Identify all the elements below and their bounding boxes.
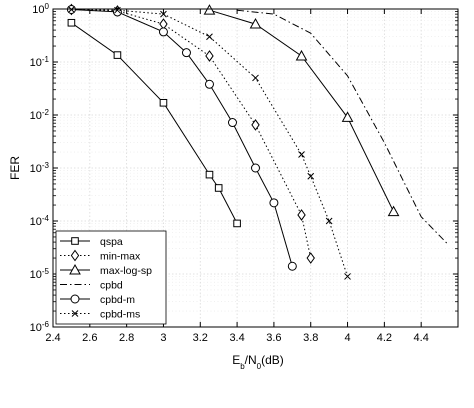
legend-item-max-log-sp: max-log-sp	[60, 263, 152, 277]
data-point-cpbd-m	[227, 118, 237, 128]
series-qspa	[67, 18, 241, 228]
legend-item-cpbd-m: cpbd-m	[60, 294, 135, 306]
legend-marker	[70, 249, 80, 262]
data-point-qspa	[113, 51, 122, 59]
y-axis-label: FER	[8, 156, 22, 180]
x-tick-label: 4.4	[414, 332, 429, 344]
data-point-cpbd-m	[287, 261, 297, 271]
grid	[52, 8, 458, 328]
legend-item-cpbd-ms: cpbd-ms	[60, 309, 140, 321]
data-point-max-log-sp	[295, 49, 308, 61]
data-point-qspa	[214, 184, 223, 192]
x-axis-label: Eb/N0(dB)	[232, 353, 284, 371]
data-point-max-log-sp	[203, 4, 216, 15]
x-axis-label-tail: (dB)	[261, 353, 284, 367]
data-point-cpbd-ms	[344, 273, 351, 280]
legend-label: cpbd-m	[100, 294, 135, 306]
x-axis-label-sub2: 0	[257, 362, 262, 371]
x-tick-label: 4.2	[377, 332, 392, 344]
legend-label: cpbd-ms	[100, 309, 140, 321]
legend-marker	[70, 294, 80, 304]
data-point-cpbd-ms	[325, 217, 333, 225]
legend-label: min-max	[100, 251, 141, 263]
data-point-qspa	[233, 219, 241, 228]
data-point-cpbd-m	[251, 163, 260, 173]
data-point-min-max	[205, 50, 214, 62]
data-point-min-max	[306, 252, 315, 264]
x-axis-label-mid: /N	[245, 353, 257, 367]
ticks	[52, 8, 458, 328]
data-point-cpbd-ms	[206, 33, 213, 41]
data-point-cpbd-m	[158, 27, 168, 37]
data-point-cpbd-m	[204, 79, 214, 89]
x-tick-label: 2.6	[82, 332, 97, 344]
data-point-cpbd-ms	[252, 74, 259, 82]
data-point-qspa	[67, 18, 76, 27]
legend-marker	[71, 310, 79, 317]
series-layer	[66, 3, 450, 280]
series-cpbd-m	[66, 4, 297, 271]
data-point-min-max	[297, 209, 306, 221]
data-point-cpbd-ms	[160, 10, 167, 18]
y-tick-label: 10-3	[30, 161, 50, 176]
x-axis-label-sub1: b	[240, 362, 245, 371]
legend-marker	[69, 263, 81, 275]
series-min-max	[67, 3, 315, 264]
data-point-max-log-sp	[249, 18, 262, 29]
x-tick-label: 2.4	[45, 332, 60, 344]
series-cpbd	[237, 9, 450, 246]
data-point-cpbd-m	[181, 48, 191, 58]
x-axis-label-main: E	[232, 353, 240, 367]
y-tick-label: 10-5	[30, 267, 50, 282]
legend: qspa min-max max-log-sp cpbd cpbd-m cpbd-ms	[55, 230, 167, 325]
x-tick-label: 3	[160, 332, 166, 344]
x-tick-label: 3.6	[266, 332, 281, 344]
legend-label: cpbd	[100, 280, 123, 292]
legend-item-qspa: qspa	[60, 236, 123, 248]
data-point-cpbd-ms	[114, 6, 121, 14]
data-point-min-max	[251, 119, 260, 131]
y-tick-label: 10-4	[30, 214, 50, 229]
series-cpbd-ms	[68, 6, 351, 280]
series-max-log-sp	[203, 4, 400, 217]
data-point-qspa	[159, 98, 168, 107]
tick-labels: 2.4 2.6 2.8 3 3.2 3.4 3.6 3.8 4 4.2 4.4 100 10-1 10-2…	[30, 2, 429, 345]
x-tick-label: 3.4	[229, 332, 244, 344]
legend-box	[55, 230, 167, 325]
legend-label: max-log-sp	[100, 265, 152, 277]
legend-marker	[71, 237, 79, 245]
series-line-cpbd	[237, 9, 450, 246]
x-tick-label: 3.8	[303, 332, 318, 344]
x-tick-label: 2.8	[119, 332, 134, 344]
data-point-cpbd-ms	[298, 151, 305, 158]
y-tick-label: 10-2	[30, 108, 50, 123]
data-point-qspa	[205, 170, 214, 179]
series-line-qspa	[71, 22, 238, 224]
data-point-max-log-sp	[341, 111, 354, 122]
legend-label: qspa	[100, 236, 123, 248]
data-point-max-log-sp	[387, 205, 400, 217]
x-tick-label: 3.2	[193, 332, 208, 344]
data-point-cpbd-m	[269, 198, 279, 208]
y-tick-label: 10-6	[30, 320, 50, 335]
y-tick-label: 10-1	[30, 55, 50, 70]
y-tick-label: 100	[32, 2, 49, 17]
x-tick-label: 4	[344, 332, 350, 344]
series-line-cpbd-m	[71, 9, 293, 267]
data-point-cpbd-ms	[307, 172, 315, 180]
legend-item-min-max: min-max	[60, 249, 141, 263]
legend-item-cpbd: cpbd	[60, 280, 123, 292]
